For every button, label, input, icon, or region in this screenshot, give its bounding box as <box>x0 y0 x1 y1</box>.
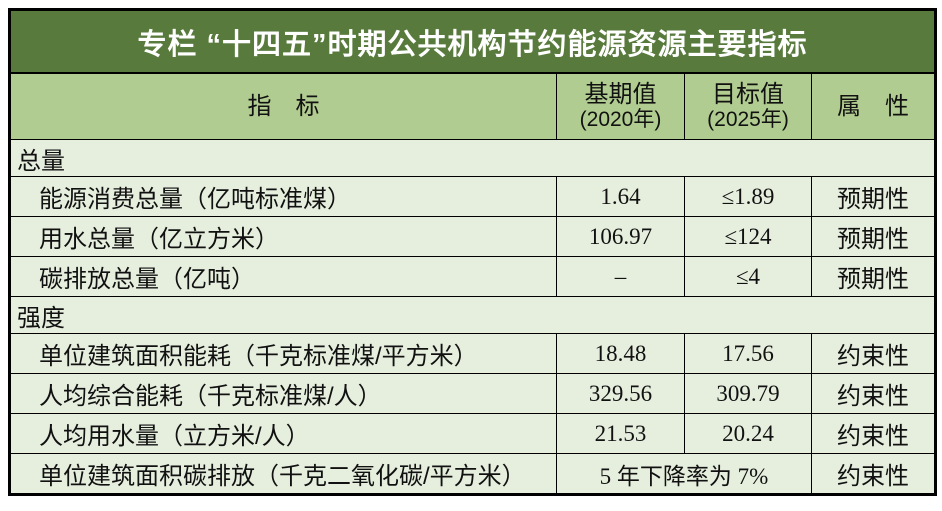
section-row-intensity: 强度 <box>9 296 936 334</box>
table-title-row: 专栏 “十四五”时期公共机构节约能源资源主要指标 <box>9 9 936 74</box>
table-row: 用水总量（亿立方米） 106.97 ≤124 预期性 <box>9 216 936 257</box>
row-label: 单位建筑面积能耗（千克标准煤/平方米） <box>9 333 557 374</box>
column-header-target-label: 目标值 <box>712 80 784 108</box>
row-attribute: 约束性 <box>811 413 936 454</box>
section-label-intensity: 强度 <box>9 296 936 334</box>
row-target-value: 17.56 <box>684 333 812 374</box>
row-attribute: 约束性 <box>811 373 936 414</box>
table-row: 人均综合能耗（千克标准煤/人） 329.56 309.79 约束性 <box>9 373 936 414</box>
column-header-target-sub: (2025年) <box>707 108 789 132</box>
row-target-value: ≤4 <box>684 256 812 297</box>
row-attribute: 约束性 <box>811 333 936 374</box>
row-merged-value: 5 年下降率为 7% <box>556 453 812 495</box>
row-base-value: 18.48 <box>556 333 685 374</box>
row-attribute: 约束性 <box>811 453 936 495</box>
table-header-row: 指 标 基期值 (2020年) 目标值 (2025年) 属 性 <box>9 72 936 140</box>
row-label: 单位建筑面积碳排放（千克二氧化碳/平方米） <box>9 453 557 495</box>
row-target-value: 309.79 <box>684 373 812 414</box>
table-row-merged: 单位建筑面积碳排放（千克二氧化碳/平方米） 5 年下降率为 7% 约束性 <box>9 453 936 495</box>
row-base-value: 1.64 <box>556 176 685 217</box>
column-header-base-sub: (2020年) <box>579 108 662 132</box>
table-row: 能源消费总量（亿吨标准煤） 1.64 ≤1.89 预期性 <box>9 176 936 217</box>
column-header-indicator: 指 标 <box>9 72 557 140</box>
table-title: 专栏 “十四五”时期公共机构节约能源资源主要指标 <box>9 9 936 74</box>
row-base-value: 329.56 <box>556 373 685 414</box>
row-label: 碳排放总量（亿吨） <box>9 256 557 297</box>
table-row: 碳排放总量（亿吨） – ≤4 预期性 <box>9 256 936 297</box>
row-target-value: 20.24 <box>684 413 812 454</box>
column-header-attribute: 属 性 <box>811 72 936 140</box>
table-row: 人均用水量（立方米/人） 21.53 20.24 约束性 <box>9 413 936 454</box>
column-header-base: 基期值 (2020年) <box>556 72 685 140</box>
indicator-table: 专栏 “十四五”时期公共机构节约能源资源主要指标 指 标 基期值 (2020年)… <box>8 8 937 496</box>
row-base-value: 21.53 <box>556 413 685 454</box>
row-label: 能源消费总量（亿吨标准煤） <box>9 176 557 217</box>
row-attribute: 预期性 <box>811 176 936 217</box>
row-base-value: 106.97 <box>556 216 685 257</box>
table-row: 单位建筑面积能耗（千克标准煤/平方米） 18.48 17.56 约束性 <box>9 333 936 374</box>
row-target-value: ≤124 <box>684 216 812 257</box>
row-base-value: – <box>556 256 685 297</box>
section-label-total: 总量 <box>9 139 936 177</box>
row-attribute: 预期性 <box>811 256 936 297</box>
column-header-target: 目标值 (2025年) <box>684 72 812 140</box>
row-label: 人均用水量（立方米/人） <box>9 413 557 454</box>
row-target-value: ≤1.89 <box>684 176 812 217</box>
row-label: 用水总量（亿立方米） <box>9 216 557 257</box>
row-attribute: 预期性 <box>811 216 936 257</box>
column-header-base-label: 基期值 <box>584 80 657 108</box>
section-row-total: 总量 <box>9 139 936 177</box>
row-label: 人均综合能耗（千克标准煤/人） <box>9 373 557 414</box>
